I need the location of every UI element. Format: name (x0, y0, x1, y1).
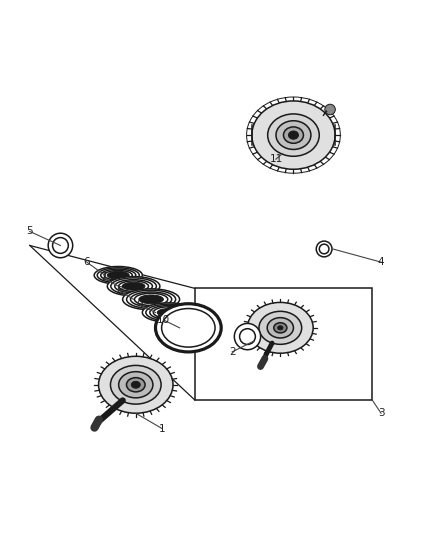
Text: 1: 1 (159, 424, 166, 433)
Text: 4: 4 (378, 257, 385, 267)
Text: 2: 2 (229, 347, 236, 357)
Text: 9: 9 (136, 300, 143, 310)
Ellipse shape (150, 305, 187, 319)
Ellipse shape (131, 292, 172, 307)
Ellipse shape (127, 378, 145, 392)
Ellipse shape (139, 295, 163, 304)
Ellipse shape (268, 114, 319, 156)
Ellipse shape (127, 290, 176, 309)
Ellipse shape (107, 277, 160, 296)
Ellipse shape (101, 269, 136, 281)
Ellipse shape (267, 318, 293, 338)
Text: 10: 10 (157, 315, 170, 325)
Ellipse shape (247, 97, 340, 173)
Text: 6: 6 (83, 257, 90, 267)
Circle shape (234, 324, 261, 350)
Text: 7: 7 (99, 272, 106, 282)
Ellipse shape (252, 101, 335, 169)
Ellipse shape (142, 303, 195, 322)
Ellipse shape (274, 323, 287, 333)
Ellipse shape (155, 304, 221, 352)
Text: 8: 8 (116, 286, 123, 296)
Ellipse shape (110, 366, 161, 404)
Ellipse shape (289, 131, 298, 139)
Ellipse shape (123, 289, 180, 310)
Ellipse shape (107, 271, 129, 279)
Text: 11: 11 (269, 154, 283, 164)
Ellipse shape (283, 127, 304, 143)
Ellipse shape (157, 309, 180, 317)
Ellipse shape (99, 356, 173, 413)
Polygon shape (195, 288, 372, 400)
Ellipse shape (104, 270, 132, 280)
Circle shape (48, 233, 73, 258)
Ellipse shape (115, 280, 152, 293)
Ellipse shape (94, 266, 142, 284)
Ellipse shape (146, 304, 191, 321)
Ellipse shape (119, 372, 153, 398)
Ellipse shape (122, 282, 145, 290)
Ellipse shape (134, 293, 168, 305)
Ellipse shape (276, 121, 311, 149)
Ellipse shape (97, 268, 139, 282)
Ellipse shape (259, 311, 302, 344)
Ellipse shape (111, 278, 156, 295)
Ellipse shape (247, 302, 313, 353)
Circle shape (325, 104, 336, 115)
Text: 5: 5 (26, 227, 33, 237)
Ellipse shape (131, 381, 140, 388)
Ellipse shape (153, 307, 184, 318)
Text: 3: 3 (378, 408, 385, 418)
Ellipse shape (119, 281, 148, 292)
Circle shape (319, 244, 329, 254)
Circle shape (316, 241, 332, 257)
Ellipse shape (162, 309, 215, 347)
Circle shape (53, 238, 68, 253)
Ellipse shape (278, 326, 283, 330)
Circle shape (240, 329, 255, 344)
